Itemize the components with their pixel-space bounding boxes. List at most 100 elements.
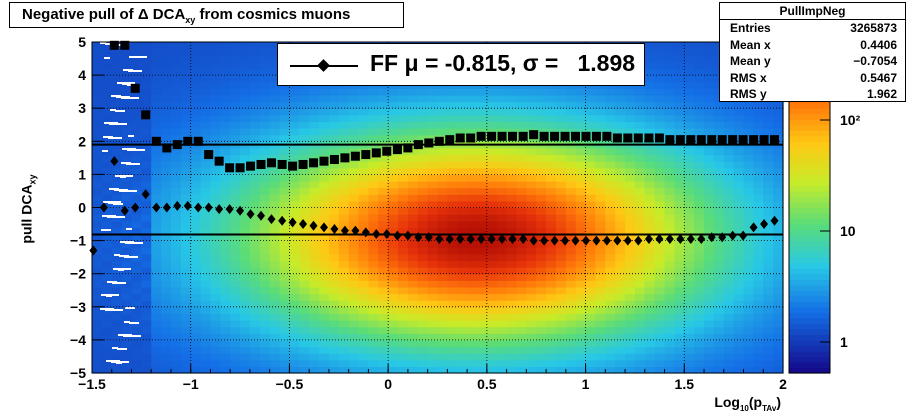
noise-strip — [106, 295, 112, 297]
square-marker — [633, 133, 643, 143]
colorbar-cell — [789, 152, 830, 159]
noise-strip — [108, 202, 114, 204]
title-suffix: from cosmics muons — [195, 6, 351, 23]
diamond-marker — [309, 220, 318, 231]
square-marker — [445, 135, 455, 145]
stats-value: 0.4406 — [860, 37, 897, 52]
diamond-marker — [540, 235, 549, 246]
square-marker — [487, 131, 497, 141]
diamond-marker — [403, 230, 412, 241]
square-marker — [434, 136, 444, 146]
diamond-marker — [644, 233, 653, 244]
colorbar-tick-label: 1 — [840, 334, 848, 350]
colorbar-cell — [789, 251, 830, 258]
x-axis-label: Log10(pTAv) — [714, 394, 781, 413]
diamond-marker — [686, 233, 695, 244]
colorbar-cell — [789, 268, 830, 275]
square-marker — [214, 156, 224, 166]
colorbar-cell — [789, 290, 830, 297]
noise-strip — [107, 216, 125, 218]
colorbar-cell — [789, 157, 830, 164]
legend-diamond-marker — [317, 59, 330, 72]
square-marker — [560, 131, 570, 141]
fit-legend: FF μ = -0.815, σ = 1.898 — [277, 43, 645, 86]
diamond-marker — [770, 215, 779, 226]
square-marker — [319, 156, 329, 166]
colorbar-cell — [789, 284, 830, 291]
square-marker — [340, 153, 350, 163]
square-marker — [204, 150, 214, 160]
square-marker — [770, 135, 780, 145]
colorbar-cell — [789, 124, 830, 131]
diamond-marker — [330, 224, 339, 235]
diamond-marker — [435, 233, 444, 244]
diamond-marker — [152, 202, 161, 213]
diamond-marker — [194, 202, 203, 213]
noise-strip — [129, 56, 147, 58]
colorbar-cell — [789, 190, 830, 198]
colorbar-cell — [789, 102, 830, 109]
noise-strip — [109, 123, 127, 125]
diamond-marker — [613, 235, 622, 246]
colorbar-cell — [789, 279, 830, 286]
square-marker — [654, 133, 664, 143]
square-marker — [623, 133, 633, 143]
diamond-marker — [592, 235, 601, 246]
diamond-marker — [676, 233, 685, 244]
colorbar-cell — [789, 130, 830, 137]
stats-row: RMS x 0.5467 — [720, 70, 905, 87]
colorbar-cell — [789, 224, 830, 231]
noise-strip — [127, 149, 145, 151]
diamond-marker — [89, 245, 98, 256]
stats-row: Mean x 0.4406 — [720, 37, 905, 54]
x-tick-label: 0.5 — [477, 376, 497, 392]
y-tick-label: −3 — [70, 299, 86, 315]
square-marker — [266, 158, 276, 168]
diamond-marker — [267, 214, 276, 225]
diamond-marker — [204, 202, 213, 213]
colorbar-cell — [789, 179, 830, 187]
noise-strip — [120, 176, 126, 178]
noise-strip — [125, 242, 143, 244]
square-marker — [109, 40, 119, 50]
diamond-marker — [634, 235, 643, 246]
square-marker — [424, 138, 434, 148]
title-subscript: xy — [185, 15, 196, 25]
colorbar-cell — [789, 317, 830, 324]
noise-strip — [110, 109, 116, 111]
diamond-marker — [655, 233, 664, 244]
diamond-marker — [623, 235, 632, 246]
square-marker — [686, 135, 696, 145]
square-marker — [172, 140, 182, 150]
colorbar-tick-label: 10² — [840, 112, 861, 128]
diamond-marker — [498, 233, 507, 244]
stats-label: Mean x — [730, 37, 771, 52]
noise-strip — [108, 137, 122, 139]
noise-strip — [126, 163, 140, 165]
colorbar-cell — [789, 367, 830, 374]
colorbar-cell — [789, 141, 830, 148]
colorbar-cell — [789, 246, 830, 253]
noise-strip — [123, 335, 141, 337]
diamond-marker — [749, 222, 758, 233]
noise-strip — [112, 282, 126, 284]
square-marker — [508, 131, 518, 141]
noise-strip — [102, 150, 108, 152]
stats-value: 1.962 — [866, 87, 897, 102]
diamond-marker — [414, 232, 423, 243]
noise-strip — [112, 347, 118, 349]
square-marker — [403, 143, 413, 153]
square-marker — [246, 161, 256, 171]
diamond-marker — [382, 228, 391, 239]
noise-strip — [115, 110, 125, 112]
square-marker — [696, 135, 706, 145]
colorbar-cell — [789, 235, 830, 242]
legend-text: FF μ = -0.815, σ = 1.898 — [370, 50, 636, 76]
diamond-marker — [561, 235, 570, 246]
square-marker — [277, 159, 287, 169]
diamond-marker — [707, 232, 716, 243]
title-main: Negative pull of Δ DCA — [22, 6, 186, 23]
colorbar-cell — [789, 185, 830, 192]
stats-histogram-name: PullImpNeg — [720, 3, 905, 20]
